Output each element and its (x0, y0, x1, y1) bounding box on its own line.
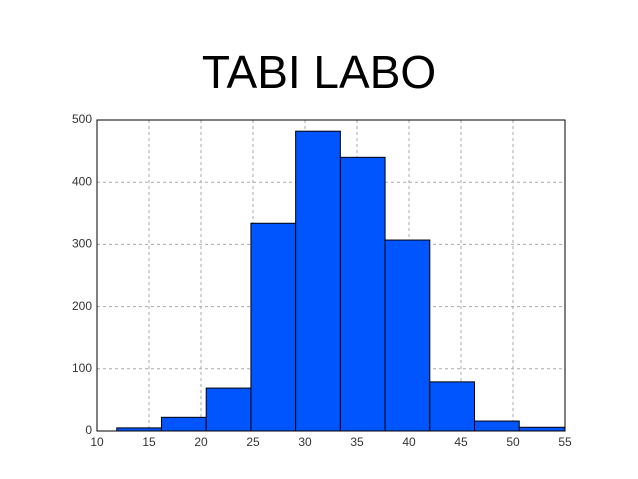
bar (250, 222, 297, 432)
x-tick-label: 15 (142, 435, 156, 449)
x-tick-label: 45 (454, 435, 468, 449)
y-tick-label: 100 (72, 361, 92, 375)
bar (339, 156, 386, 432)
bar (205, 387, 252, 432)
x-tick-label: 25 (246, 435, 260, 449)
y-tick-label: 500 (72, 112, 92, 126)
x-tick-label: 35 (350, 435, 364, 449)
bar (384, 239, 431, 432)
x-tick-label: 55 (558, 435, 572, 449)
x-tick-label: 20 (194, 435, 208, 449)
y-tick-label: 300 (72, 237, 92, 251)
y-tick-label: 200 (72, 299, 92, 313)
bar (295, 130, 341, 432)
x-tick-label: 30 (298, 435, 312, 449)
x-tick-label: 50 (506, 435, 520, 449)
chart-title: TABI LABO (202, 46, 436, 98)
bar (160, 416, 207, 432)
bar (518, 426, 566, 432)
x-tick-label: 10 (90, 435, 104, 449)
bar (429, 381, 476, 432)
plot-frame (96, 119, 566, 432)
x-tick-label: 40 (402, 435, 416, 449)
y-tick-label: 400 (72, 174, 92, 188)
bar (474, 420, 520, 432)
y-tick-label: 0 (85, 423, 92, 437)
